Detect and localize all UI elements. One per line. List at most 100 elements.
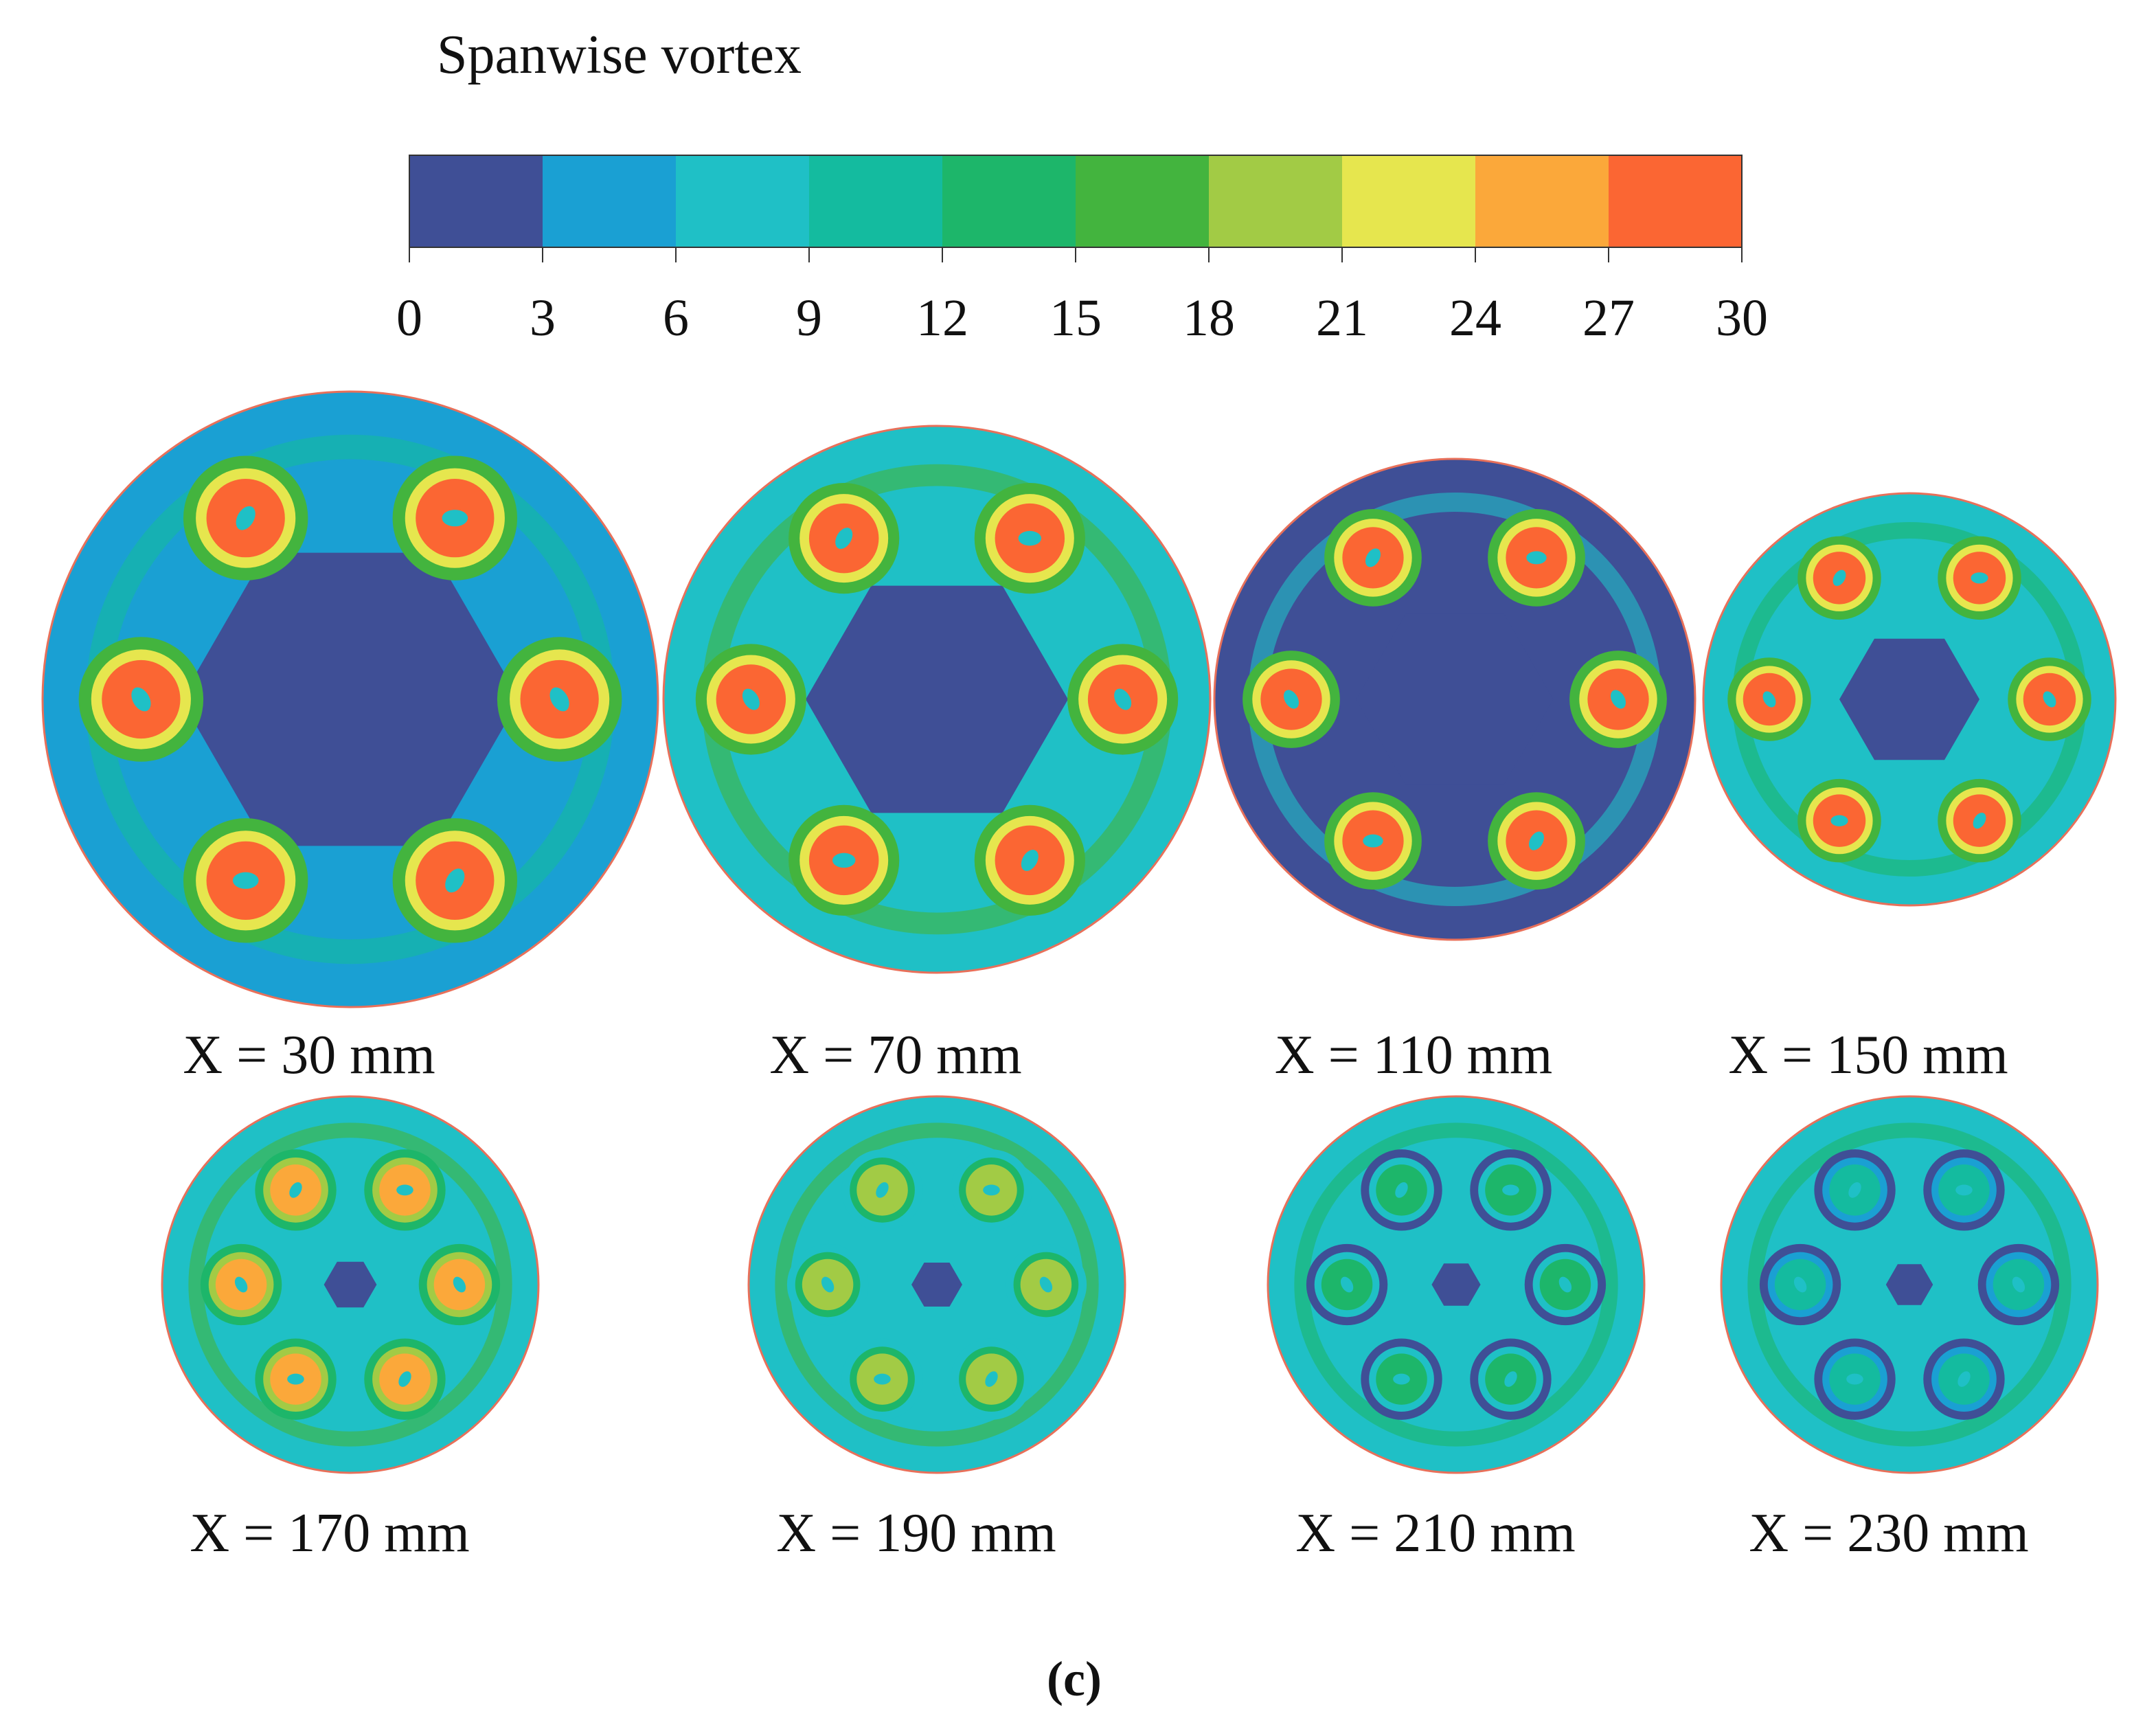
vortex-core-eye <box>442 510 468 527</box>
cross-section: X = 210 mm <box>1267 1095 1646 1564</box>
vortex-core-eye <box>287 1373 304 1385</box>
section-boundary <box>161 1095 540 1474</box>
vortex-core-eye <box>983 1184 1000 1196</box>
section-boundary <box>662 425 1212 974</box>
section-center-hub <box>1839 638 1979 760</box>
cross-section: X = 150 mm <box>1702 492 2117 1085</box>
vortex-core-eye <box>1114 688 1132 710</box>
vortex-core-eye <box>874 1373 891 1385</box>
section-center-hub <box>1885 1264 1933 1305</box>
colorbar-swatch <box>543 155 677 247</box>
vortex-core-eye <box>1611 690 1626 709</box>
colorbar-swatch <box>1209 155 1343 247</box>
section-boundary <box>1702 492 2117 907</box>
cross-section: X = 110 mm <box>1213 458 1697 1085</box>
vortex-core-eye <box>1021 849 1039 871</box>
colorbar-tick-label: 12 <box>916 289 968 347</box>
vortex-core-eye <box>1039 1276 1053 1293</box>
vortex-core-eye <box>1830 815 1848 826</box>
colorbar-swatch <box>1076 155 1210 247</box>
section-label: X = 230 mm <box>1749 1503 2028 1564</box>
vortex-core-eye <box>236 506 256 530</box>
colorbar-swatch <box>1342 155 1476 247</box>
section-boundary <box>1720 1095 2099 1474</box>
section-boundary <box>1267 1095 1646 1474</box>
colorbar-swatch <box>1609 155 1743 247</box>
vortex-core-eye <box>1393 1373 1410 1385</box>
colorbar-tick-label: 30 <box>1716 289 1768 347</box>
cross-section: X = 30 mm <box>41 390 659 1085</box>
section-center-hub <box>806 585 1068 813</box>
cross-section: X = 190 mm <box>747 1095 1126 1564</box>
vortex-core-eye <box>1395 1182 1408 1198</box>
colorbar-tick-label: 21 <box>1316 289 1368 347</box>
section-label: X = 190 mm <box>776 1503 1056 1564</box>
vortex-core-eye <box>234 1276 248 1293</box>
section-label: X = 150 mm <box>1728 1025 2008 1085</box>
vortex-core-eye <box>1832 569 1846 586</box>
vortex-core-eye <box>396 1184 413 1196</box>
colorbar-swatch <box>409 155 543 247</box>
vortex-core-eye <box>1971 572 1988 584</box>
section-ring <box>188 1122 512 1447</box>
cross-section: X = 70 mm <box>662 425 1212 1085</box>
vortex-core-eye <box>131 687 151 712</box>
cross-sections: X = 30 mm X = 70 mm X = 110 mm X = 150 mm X … <box>41 390 2117 1564</box>
colorbar: 0 3 6 9 12 15 18 21 24 27 30 <box>396 155 1768 347</box>
colorbar-tick-label: 24 <box>1449 289 1501 347</box>
vortex-core-eye <box>2012 1276 2025 1293</box>
colorbar-swatch <box>676 155 810 247</box>
vortex-core-eye <box>1528 831 1544 850</box>
section-boundary <box>41 390 659 1008</box>
section-center-hub <box>1431 1263 1481 1306</box>
section-ring <box>1747 1122 2072 1447</box>
vortex-core-eye <box>742 688 760 710</box>
section-center-hub <box>181 552 520 846</box>
section-center-hub <box>1356 613 1554 785</box>
vortex-core-eye <box>2043 691 2056 708</box>
vortex-core-eye <box>821 1276 835 1293</box>
section-label: X = 110 mm <box>1275 1025 1552 1085</box>
colorbar-swatch <box>809 155 943 247</box>
vortex-core-eye <box>549 687 569 712</box>
colorbar-tick-label: 9 <box>796 289 822 347</box>
vortex-core-eye <box>232 872 259 889</box>
vortex-core-eye <box>1846 1373 1863 1385</box>
vortex-core-eye <box>1340 1276 1354 1293</box>
vortex-core-eye <box>1958 1371 1971 1387</box>
section-label: X = 210 mm <box>1295 1503 1575 1564</box>
vortex-core-eye <box>832 853 856 868</box>
vortex-core-eye <box>985 1371 998 1387</box>
section-ring <box>1294 1122 1618 1447</box>
vortex-core-eye <box>1018 530 1042 546</box>
vortex-core-eye <box>1793 1276 1807 1293</box>
section-center-hub <box>911 1263 962 1307</box>
panel-label: (c) <box>1047 1651 1102 1706</box>
vortex-core-eye <box>1365 548 1381 567</box>
vortex-core-eye <box>398 1371 411 1387</box>
section-center-hub <box>324 1261 377 1308</box>
vortex-core-eye <box>1848 1182 1861 1198</box>
section-boundary <box>1213 458 1697 941</box>
vortex-core-eye <box>289 1182 302 1198</box>
vortex-core-eye <box>1526 551 1547 565</box>
vortex-core-eye <box>1973 813 1986 829</box>
colorbar-tick-label: 15 <box>1049 289 1102 347</box>
cross-section: X = 230 mm <box>1720 1095 2099 1564</box>
vortex-core-eye <box>445 868 465 893</box>
vortex-core-eye <box>1558 1276 1572 1293</box>
vortex-core-eye <box>453 1276 466 1293</box>
colorbar-tick-label: 0 <box>396 289 422 347</box>
vortex-core-eye <box>1762 691 1776 708</box>
colorbar-swatch <box>1475 155 1609 247</box>
colorbar-title: Spanwise vortex <box>437 25 802 85</box>
colorbar-tick-label: 6 <box>663 289 689 347</box>
vortex-core-eye <box>1502 1184 1519 1196</box>
vortex-core-eye <box>1955 1184 1973 1196</box>
vortex-core-eye <box>876 1182 889 1198</box>
colorbar-tick-label: 3 <box>530 289 556 347</box>
section-label: X = 30 mm <box>183 1025 435 1085</box>
vortex-core-eye <box>835 528 853 550</box>
colorbar-swatch <box>942 155 1076 247</box>
